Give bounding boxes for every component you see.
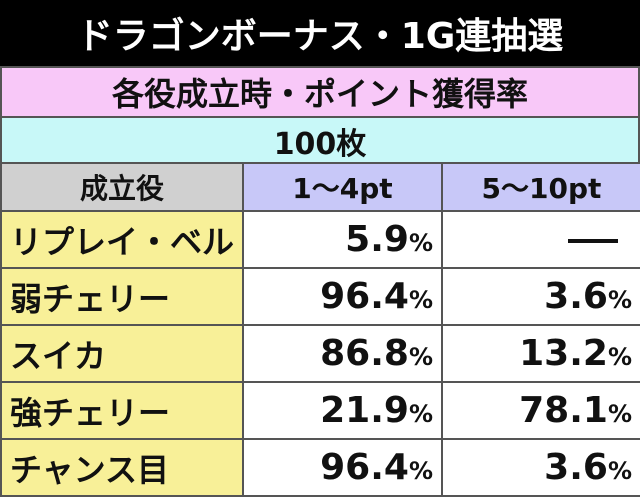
role-cell: 強チェリー	[0, 381, 244, 440]
probability-table: 成立役 1〜4pt 5〜10pt リプレイ・ベル 5.9% 弱チェリー 96.4…	[0, 162, 640, 497]
value-unit: %	[408, 457, 433, 485]
value-1-4pt: 96.4%	[242, 267, 443, 326]
value-5-10pt: 78.1%	[441, 381, 640, 440]
value-unit: %	[408, 400, 433, 428]
value-5-10pt: 13.2%	[441, 324, 640, 383]
setting-band: 100枚	[0, 116, 640, 166]
table-row: リプレイ・ベル 5.9%	[0, 210, 640, 269]
value-5-10pt: 3.6%	[441, 267, 640, 326]
header-role: 成立役	[0, 162, 244, 212]
value-1-4pt: 21.9%	[242, 381, 443, 440]
table-row: チャンス目 96.4% 3.6%	[0, 438, 640, 497]
table-row: スイカ 86.8% 13.2%	[0, 324, 640, 383]
value-5-10pt	[441, 210, 640, 269]
dash-placeholder	[568, 239, 618, 243]
value-unit: %	[607, 400, 632, 428]
table-row: 弱チェリー 96.4% 3.6%	[0, 267, 640, 326]
value-number: 3.6	[544, 447, 608, 488]
role-cell: スイカ	[0, 324, 244, 383]
value-number: 96.4	[320, 447, 409, 488]
header-1-4pt: 1〜4pt	[242, 162, 443, 212]
value-1-4pt: 96.4%	[242, 438, 443, 497]
table-row: 強チェリー 21.9% 78.1%	[0, 381, 640, 440]
value-unit: %	[408, 286, 433, 314]
value-unit: %	[607, 343, 632, 371]
value-unit: %	[607, 457, 632, 485]
subtitle-band: 各役成立時・ポイント獲得率	[0, 66, 640, 118]
value-number: 3.6	[544, 276, 608, 317]
value-number: 5.9	[345, 219, 409, 260]
value-unit: %	[408, 343, 433, 371]
value-unit: %	[408, 229, 433, 257]
role-cell: リプレイ・ベル	[0, 210, 244, 269]
page-title: ドラゴンボーナス・1G連抽選	[0, 0, 640, 66]
value-5-10pt: 3.6%	[441, 438, 640, 497]
value-number: 13.2	[519, 333, 608, 374]
table-header-row: 成立役 1〜4pt 5〜10pt	[0, 162, 640, 212]
header-5-10pt: 5〜10pt	[441, 162, 640, 212]
value-number: 86.8	[320, 333, 409, 374]
role-cell: 弱チェリー	[0, 267, 244, 326]
value-unit: %	[607, 286, 632, 314]
value-1-4pt: 5.9%	[242, 210, 443, 269]
role-cell: チャンス目	[0, 438, 244, 497]
value-1-4pt: 86.8%	[242, 324, 443, 383]
value-number: 21.9	[320, 390, 409, 431]
value-number: 78.1	[519, 390, 608, 431]
value-number: 96.4	[320, 276, 409, 317]
